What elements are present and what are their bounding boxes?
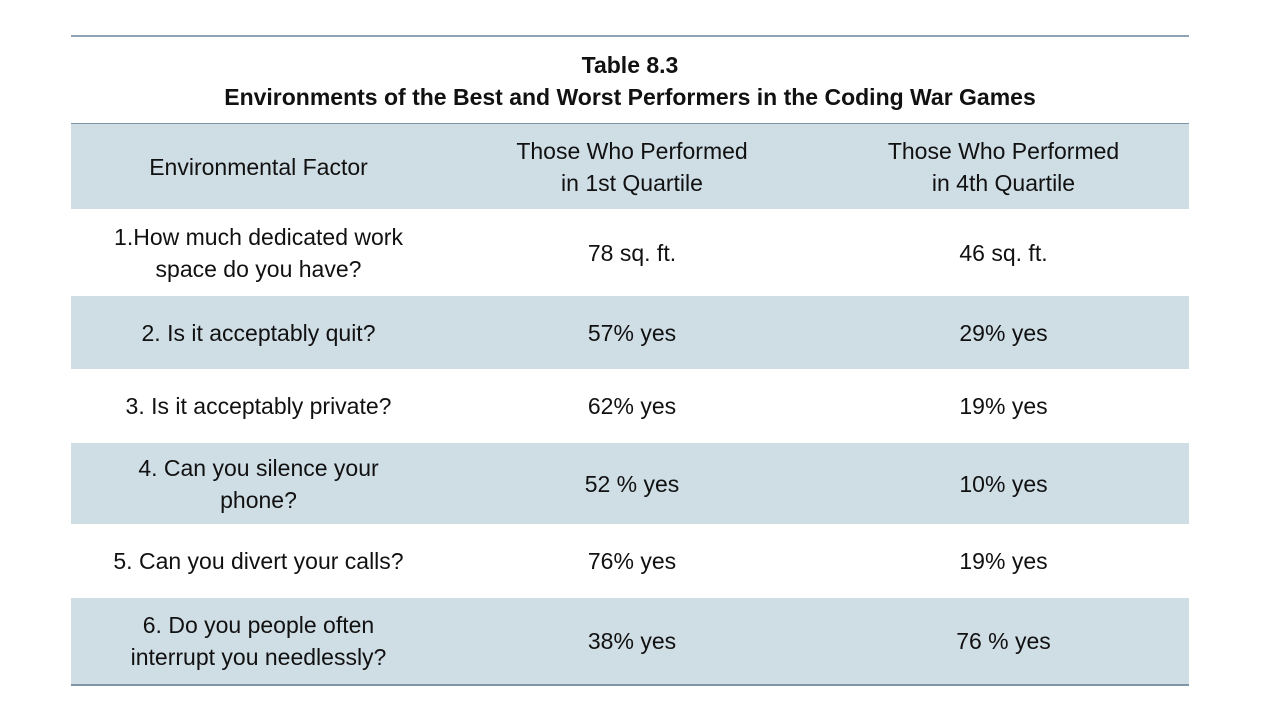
table-row: 4. Can you silence your phone? 52 % yes … <box>71 443 1189 524</box>
q1-cell: 38% yes <box>446 598 818 684</box>
table-caption: Table 8.3 Environments of the Best and W… <box>71 37 1189 123</box>
q4-cell: 19% yes <box>818 369 1189 443</box>
factor-cell: 4. Can you silence your phone? <box>71 443 446 524</box>
header-factor: Environmental Factor <box>71 124 446 209</box>
q4-cell: 46 sq. ft. <box>818 209 1189 296</box>
table-row: 2. Is it acceptably quit? 57% yes 29% ye… <box>71 296 1189 369</box>
header-row: Environmental Factor Those Who Performed… <box>71 124 1189 209</box>
q1-cell: 62% yes <box>446 369 818 443</box>
q1-cell: 78 sq. ft. <box>446 209 818 296</box>
caption-rule <box>71 123 1189 124</box>
header-q4: Those Who Performed in 4th Quartile <box>818 124 1189 209</box>
factor-cell: 6. Do you people often interrupt you nee… <box>71 598 446 684</box>
table-row: 3. Is it acceptably private? 62% yes 19%… <box>71 369 1189 443</box>
q4-cell: 19% yes <box>818 524 1189 598</box>
top-rule <box>71 35 1189 37</box>
q1-cell: 57% yes <box>446 296 818 369</box>
q4-cell: 10% yes <box>818 443 1189 524</box>
q4-cell: 76 % yes <box>818 598 1189 684</box>
table-row: 1.How much dedicated work space do you h… <box>71 209 1189 296</box>
data-table: Table 8.3 Environments of the Best and W… <box>71 35 1189 686</box>
table-number: Table 8.3 <box>581 52 679 78</box>
q1-cell: 76% yes <box>446 524 818 598</box>
table-row: 6. Do you people often interrupt you nee… <box>71 598 1189 684</box>
factor-cell: 2. Is it acceptably quit? <box>71 296 446 369</box>
factor-cell: 1.How much dedicated work space do you h… <box>71 209 446 296</box>
q4-cell: 29% yes <box>818 296 1189 369</box>
header-q1: Those Who Performed in 1st Quartile <box>446 124 818 209</box>
factor-cell: 5. Can you divert your calls? <box>71 524 446 598</box>
table-row: 5. Can you divert your calls? 76% yes 19… <box>71 524 1189 598</box>
factor-cell: 3. Is it acceptably private? <box>71 369 446 443</box>
environment-table: Environmental Factor Those Who Performed… <box>71 124 1189 684</box>
q1-cell: 52 % yes <box>446 443 818 524</box>
table-title: Environments of the Best and Worst Perfo… <box>224 84 1036 110</box>
bottom-rule <box>71 684 1189 686</box>
